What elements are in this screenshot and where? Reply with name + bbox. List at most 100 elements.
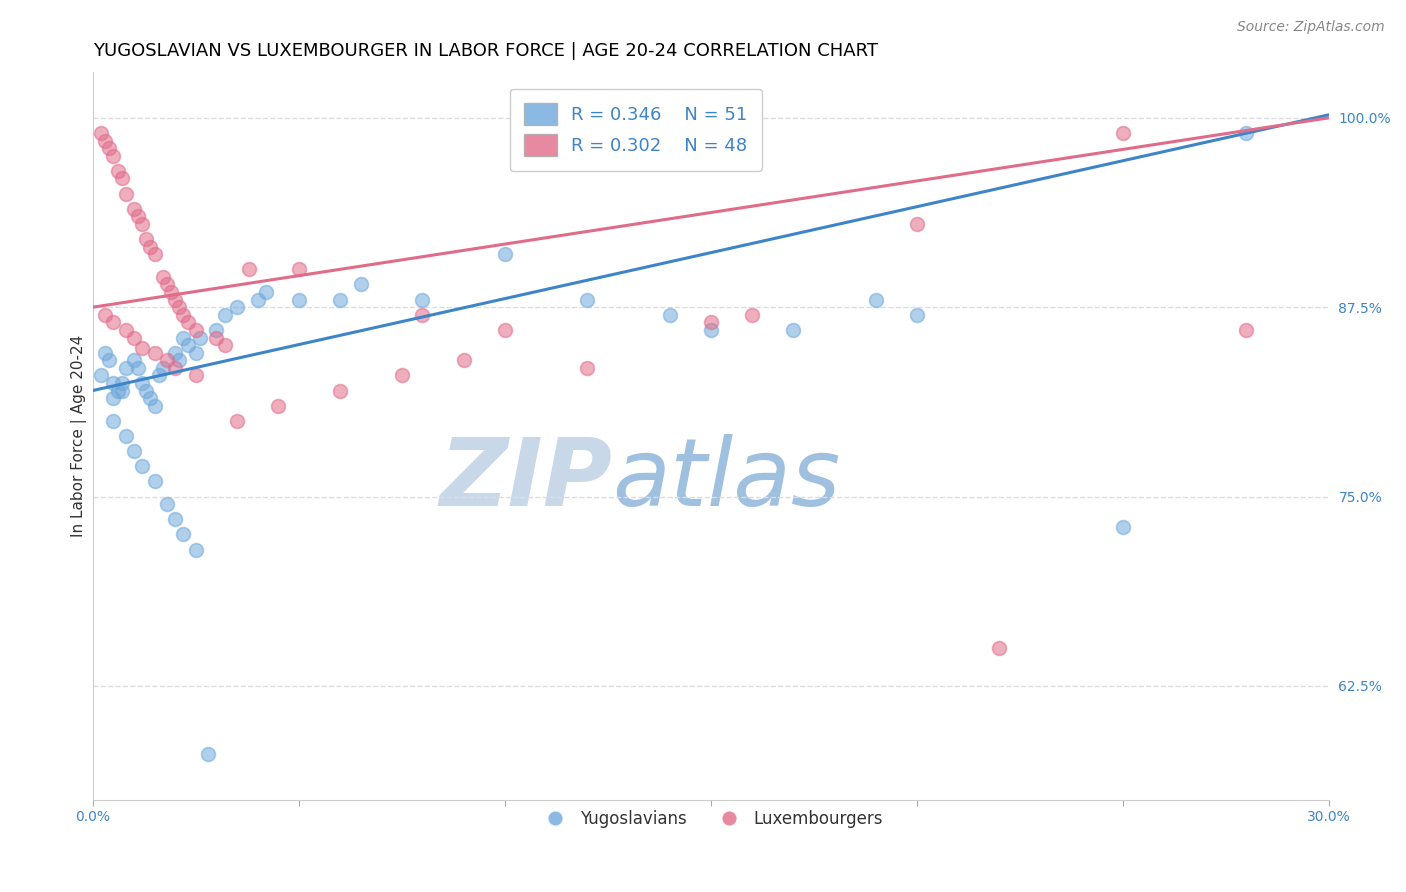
Point bbox=[152, 360, 174, 375]
Point bbox=[122, 202, 145, 216]
Point bbox=[226, 414, 249, 428]
Point bbox=[122, 330, 145, 344]
Point bbox=[165, 293, 187, 307]
Point bbox=[188, 330, 211, 344]
Point bbox=[131, 217, 153, 231]
Point bbox=[103, 376, 125, 390]
Point bbox=[494, 247, 516, 261]
Point bbox=[114, 323, 136, 337]
Point bbox=[865, 293, 887, 307]
Point bbox=[143, 247, 166, 261]
Point bbox=[988, 641, 1011, 656]
Point bbox=[98, 141, 121, 155]
Point bbox=[287, 262, 309, 277]
Point bbox=[172, 308, 194, 322]
Point bbox=[103, 149, 125, 163]
Point bbox=[658, 308, 681, 322]
Point bbox=[111, 384, 134, 398]
Point bbox=[176, 315, 198, 329]
Point bbox=[143, 399, 166, 413]
Point bbox=[131, 376, 153, 390]
Point bbox=[214, 308, 236, 322]
Point bbox=[111, 171, 134, 186]
Point bbox=[94, 134, 117, 148]
Point bbox=[156, 277, 179, 292]
Point bbox=[160, 285, 183, 299]
Point bbox=[184, 368, 207, 383]
Point bbox=[165, 345, 187, 359]
Point bbox=[94, 308, 117, 322]
Point bbox=[169, 353, 191, 368]
Point bbox=[172, 330, 194, 344]
Legend: Yugoslavians, Luxembourgers: Yugoslavians, Luxembourgers bbox=[531, 804, 890, 835]
Text: ZIP: ZIP bbox=[439, 434, 612, 525]
Point bbox=[576, 293, 599, 307]
Point bbox=[143, 345, 166, 359]
Point bbox=[143, 475, 166, 489]
Point bbox=[205, 330, 228, 344]
Point bbox=[287, 293, 309, 307]
Point bbox=[267, 399, 290, 413]
Point bbox=[1234, 323, 1257, 337]
Point bbox=[165, 360, 187, 375]
Point bbox=[905, 217, 928, 231]
Point bbox=[127, 210, 149, 224]
Point bbox=[122, 353, 145, 368]
Point bbox=[90, 368, 112, 383]
Point bbox=[114, 186, 136, 201]
Point bbox=[139, 239, 162, 253]
Point bbox=[1234, 126, 1257, 140]
Point bbox=[576, 360, 599, 375]
Point bbox=[135, 232, 157, 246]
Point bbox=[391, 368, 413, 383]
Point bbox=[103, 315, 125, 329]
Point bbox=[453, 353, 475, 368]
Text: Source: ZipAtlas.com: Source: ZipAtlas.com bbox=[1237, 20, 1385, 34]
Text: YUGOSLAVIAN VS LUXEMBOURGER IN LABOR FORCE | AGE 20-24 CORRELATION CHART: YUGOSLAVIAN VS LUXEMBOURGER IN LABOR FOR… bbox=[93, 42, 877, 60]
Point bbox=[122, 444, 145, 458]
Point bbox=[184, 345, 207, 359]
Point bbox=[165, 512, 187, 526]
Point bbox=[494, 323, 516, 337]
Point bbox=[699, 315, 721, 329]
Point bbox=[156, 497, 179, 511]
Point bbox=[103, 391, 125, 405]
Point bbox=[135, 384, 157, 398]
Point bbox=[411, 308, 433, 322]
Point bbox=[94, 345, 117, 359]
Point bbox=[329, 384, 352, 398]
Point bbox=[349, 277, 371, 292]
Point bbox=[1111, 520, 1133, 534]
Point bbox=[205, 323, 228, 337]
Point bbox=[184, 542, 207, 557]
Point bbox=[214, 338, 236, 352]
Point bbox=[197, 747, 219, 761]
Text: atlas: atlas bbox=[612, 434, 841, 525]
Point bbox=[172, 527, 194, 541]
Point bbox=[131, 459, 153, 474]
Point bbox=[246, 293, 269, 307]
Point bbox=[114, 360, 136, 375]
Point bbox=[329, 293, 352, 307]
Point bbox=[905, 308, 928, 322]
Point bbox=[226, 300, 249, 314]
Point bbox=[176, 338, 198, 352]
Point bbox=[184, 323, 207, 337]
Point bbox=[114, 429, 136, 443]
Point bbox=[98, 353, 121, 368]
Point bbox=[148, 368, 170, 383]
Point bbox=[411, 293, 433, 307]
Point bbox=[156, 353, 179, 368]
Point bbox=[254, 285, 277, 299]
Point bbox=[1111, 126, 1133, 140]
Point bbox=[90, 126, 112, 140]
Point bbox=[169, 300, 191, 314]
Point bbox=[139, 391, 162, 405]
Point bbox=[107, 164, 129, 178]
Point bbox=[152, 269, 174, 284]
Point bbox=[699, 323, 721, 337]
Point bbox=[103, 414, 125, 428]
Point bbox=[131, 341, 153, 355]
Point bbox=[107, 384, 129, 398]
Point bbox=[127, 360, 149, 375]
